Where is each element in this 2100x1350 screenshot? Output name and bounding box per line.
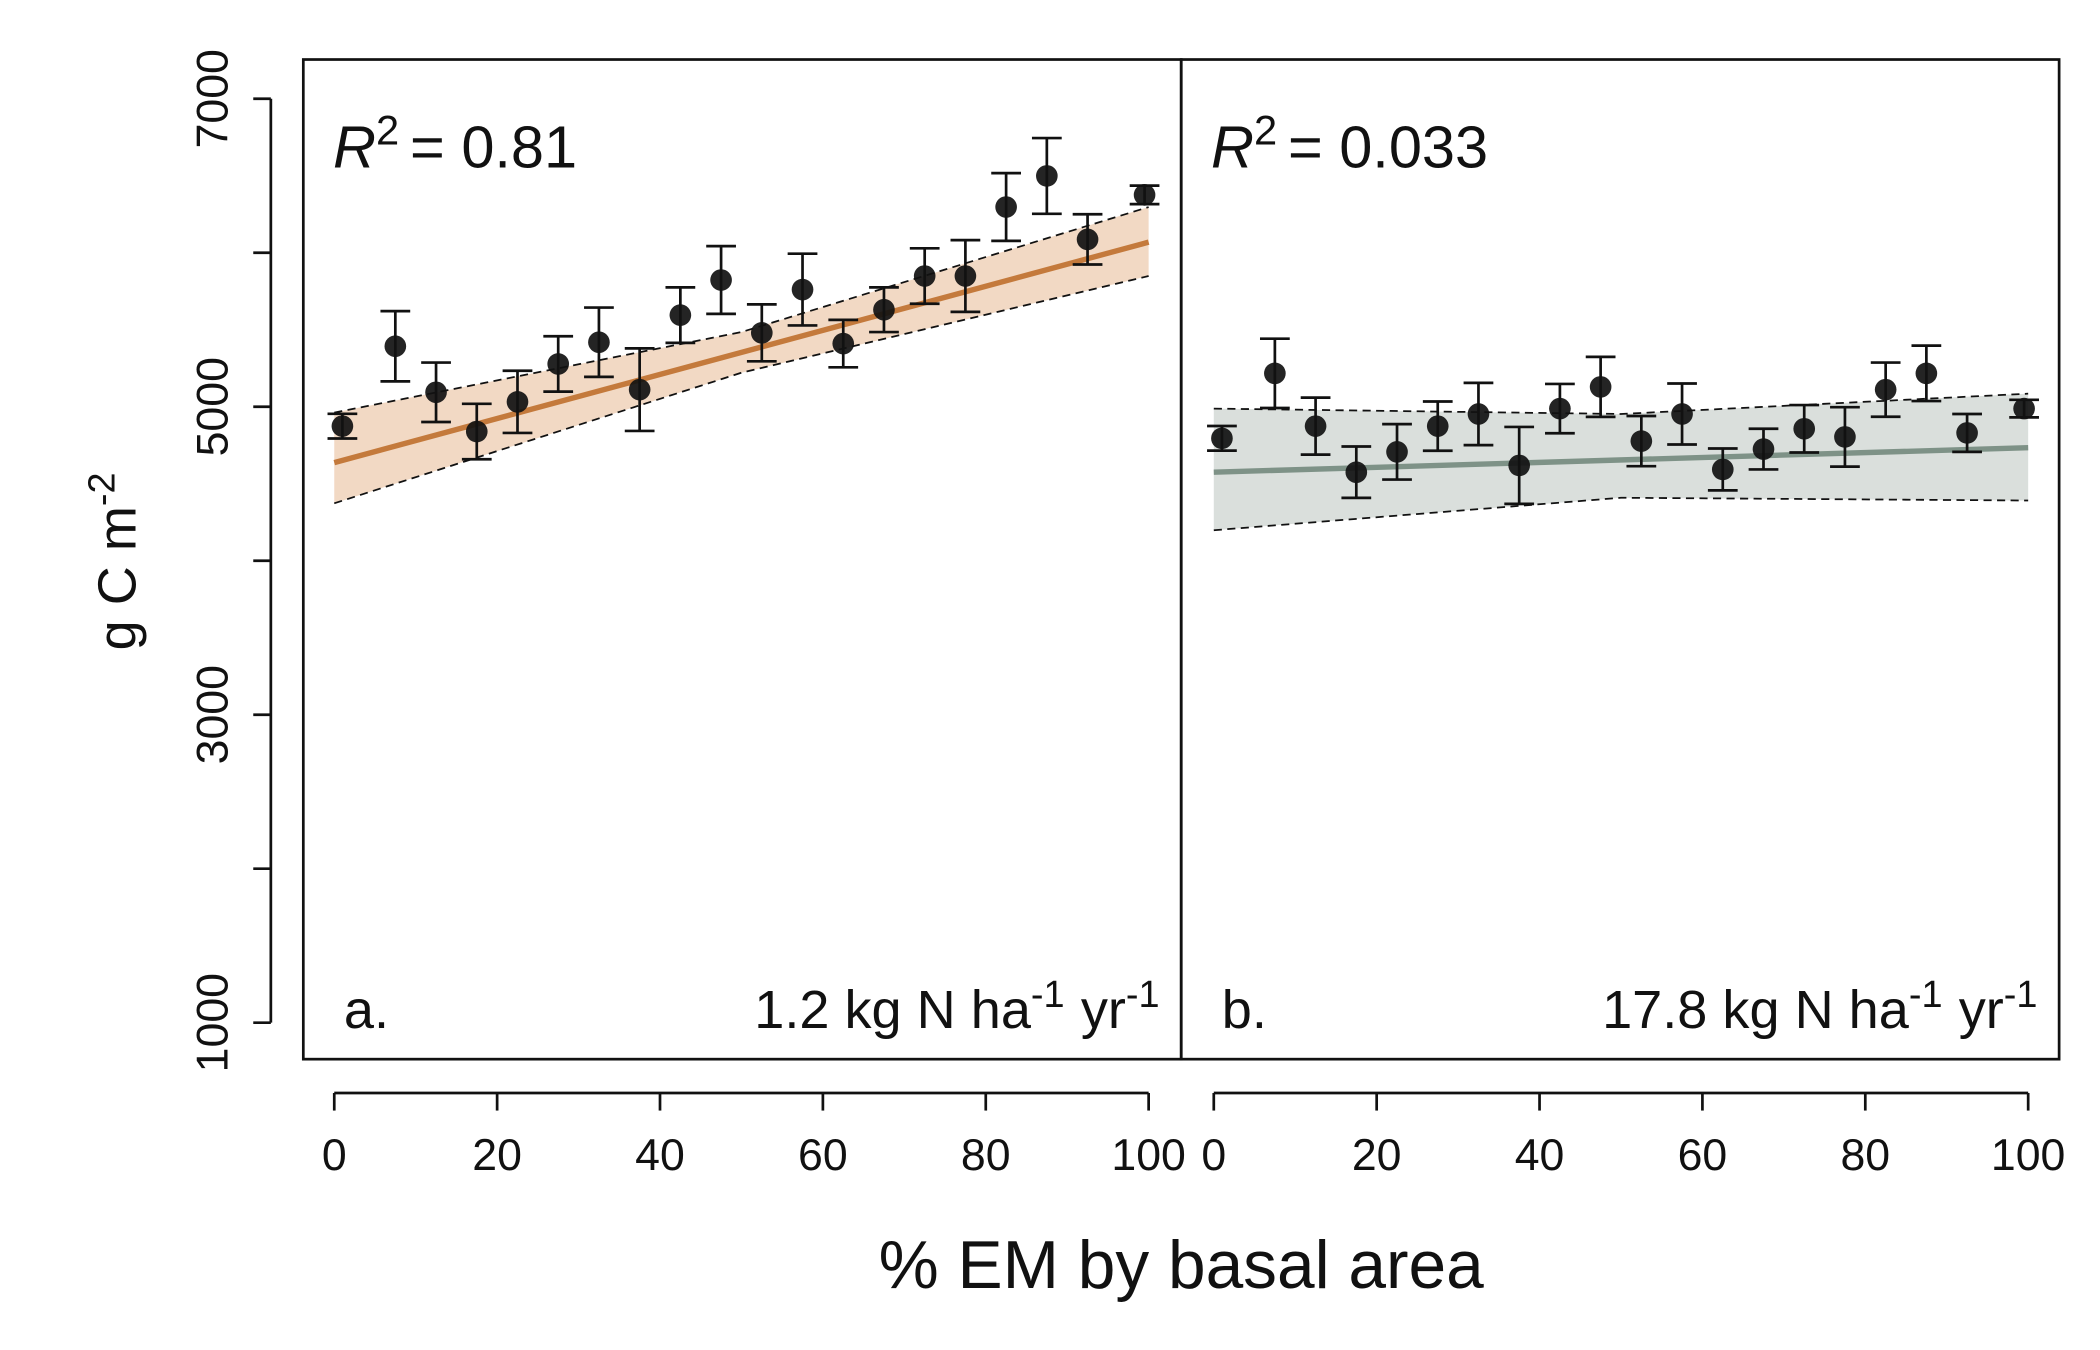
- point: [1133, 184, 1156, 206]
- superscript: -1: [2004, 974, 2038, 1016]
- x-axis-title: % EM by basal area: [879, 1228, 1485, 1303]
- text-part: yr: [1959, 980, 2004, 1040]
- point: [791, 278, 814, 301]
- y-tick-label: 5000: [189, 357, 238, 456]
- x-tick-label: 20: [1352, 1131, 1402, 1180]
- point: [1671, 403, 1693, 425]
- point: [425, 381, 447, 404]
- text-part: R: [1211, 114, 1254, 181]
- deposition: 17.8 kg N ha-1 yr-1: [1602, 974, 2037, 1040]
- point: [1211, 427, 1233, 450]
- band-edge: [334, 206, 1149, 414]
- x-tick-label: 40: [635, 1131, 685, 1180]
- point: [506, 390, 529, 413]
- point: [1467, 403, 1490, 425]
- text-part: 17.8 kg N ha: [1602, 980, 1910, 1040]
- point: [669, 304, 692, 326]
- x-tick-label: 0: [322, 1131, 347, 1180]
- point: [1386, 441, 1408, 463]
- superscript: -2: [82, 472, 124, 506]
- point: [1915, 362, 1938, 385]
- x-tick-label: 80: [961, 1131, 1011, 1180]
- r-squared: R2 = 0.81: [333, 106, 577, 181]
- x-tick-label: 40: [1515, 1131, 1565, 1180]
- point: [588, 331, 610, 354]
- y-axis-title: g C m-2: [82, 472, 148, 650]
- point: [628, 378, 651, 401]
- text-part: 1.2 kg N ha: [754, 980, 1032, 1040]
- point: [1793, 417, 1816, 440]
- superscript: 2: [376, 106, 399, 153]
- x-tick-label: 80: [1840, 1131, 1890, 1180]
- point: [1036, 165, 1058, 187]
- panel-label: a.: [344, 980, 389, 1040]
- point: [1711, 458, 1734, 481]
- superscript: -1: [1909, 974, 1943, 1016]
- text-part: g C m: [88, 506, 148, 650]
- point: [331, 415, 354, 437]
- text-part: yr: [1081, 980, 1126, 1040]
- panel-label: b.: [1222, 980, 1267, 1040]
- point: [384, 335, 407, 358]
- point: [1426, 415, 1449, 437]
- x-tick-label: 60: [1678, 1131, 1728, 1180]
- point: [1956, 422, 1978, 444]
- panel-frame: [1179, 58, 2061, 1061]
- point: [1834, 426, 1856, 448]
- point: [1345, 461, 1368, 484]
- x-tick-label: 20: [472, 1131, 522, 1180]
- point: [1304, 415, 1327, 437]
- point: [1874, 378, 1897, 401]
- point: [954, 265, 977, 287]
- point: [465, 420, 488, 443]
- point: [710, 269, 732, 291]
- x-tick-label: 60: [798, 1131, 848, 1180]
- point: [1549, 397, 1571, 420]
- y-tick-label: 1000: [189, 973, 238, 1072]
- deposition: 1.2 kg N ha-1 yr-1: [754, 974, 1159, 1040]
- fit-line: [333, 239, 1150, 466]
- band-edge: [1213, 496, 2029, 532]
- band-edge: [1213, 392, 2029, 415]
- superscript: 2: [1254, 106, 1277, 153]
- point: [873, 298, 895, 321]
- panel-frame: [301, 58, 1183, 1061]
- point: [1589, 376, 1612, 398]
- y-tick-label: 7000: [189, 49, 238, 148]
- superscript: -1: [1031, 974, 1065, 1016]
- point: [2013, 397, 2035, 420]
- point: [750, 322, 773, 344]
- x-tick-label: 0: [1201, 1131, 1226, 1180]
- text-part: = 0.033: [1288, 114, 1488, 181]
- point: [995, 196, 1017, 218]
- point: [547, 353, 570, 375]
- y-tick-label: 3000: [189, 665, 238, 764]
- superscript: -1: [1126, 974, 1160, 1016]
- point: [913, 265, 936, 287]
- x-tick-label: 100: [1991, 1131, 2065, 1180]
- text-part: R: [333, 114, 376, 181]
- point: [1752, 438, 1775, 460]
- x-tick-label: 100: [1111, 1131, 1185, 1180]
- point: [1630, 430, 1653, 452]
- point: [1264, 362, 1286, 385]
- text-part: = 0.81: [410, 114, 577, 181]
- point: [1076, 228, 1099, 251]
- r-squared: R2 = 0.033: [1211, 106, 1488, 181]
- point: [832, 332, 855, 355]
- point: [1508, 454, 1531, 477]
